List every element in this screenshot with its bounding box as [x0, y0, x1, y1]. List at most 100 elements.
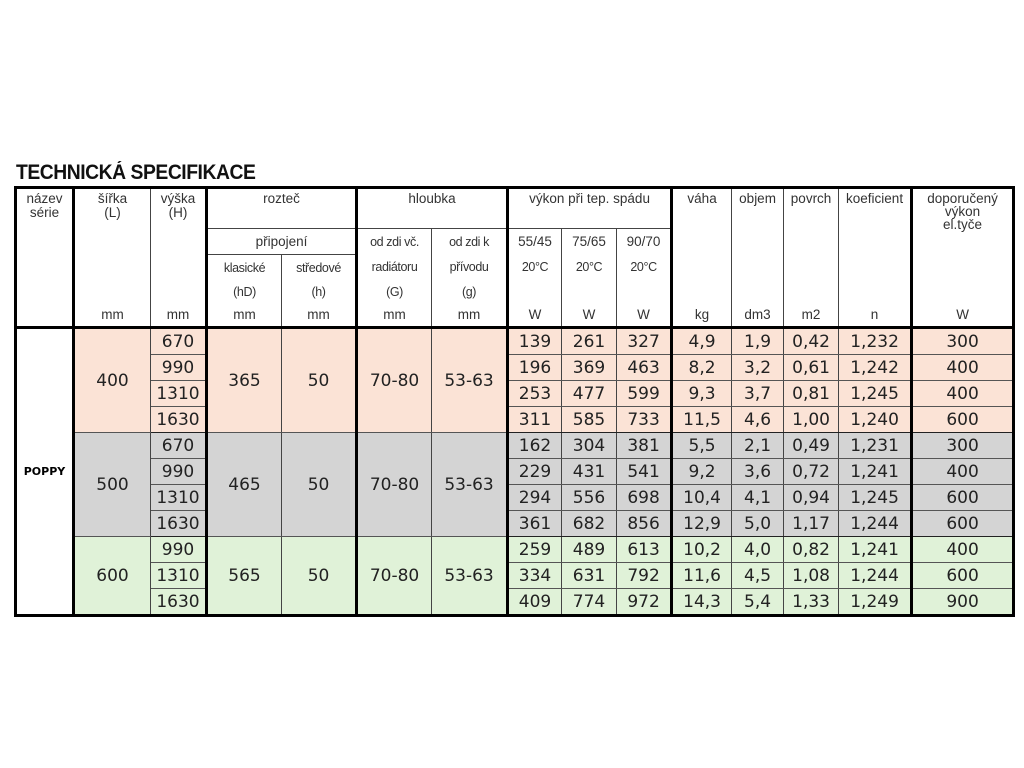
spec-table: název série šířka (L) výška (H) rozteč hlou… — [14, 186, 1016, 617]
volume-cell: 3,2 — [731, 354, 785, 381]
table-row: 600 990 565 50 70-80 53-63 259 489 613 10,2 4,0 0,8… — [16, 536, 1015, 616]
recommended-power-cell: 600 — [910, 484, 1015, 511]
table-row: 1630 409 774 972 14,3 5,4 1,33 1,249 900 — [16, 588, 1015, 616]
header-depth-wall: od zdi vč. — [355, 228, 433, 255]
header-gradient-2: 75/65 — [561, 228, 618, 255]
output-5545-cell: 162 — [506, 432, 563, 459]
recommended-power-cell: 900 — [910, 588, 1015, 616]
header-gradient-1: 55/45 — [506, 228, 563, 255]
header-unit: dm3 — [731, 303, 785, 329]
recommended-power-cell: 400 — [910, 354, 1015, 381]
surface-cell: 1,00 — [783, 406, 840, 433]
recommended-power-cell: 300 — [910, 432, 1015, 459]
output-5545-cell: 361 — [506, 510, 563, 537]
recommended-power-cell: 600 — [910, 562, 1015, 589]
header-unit: W — [561, 303, 618, 329]
header-depth-supply-sym: (g) — [431, 280, 509, 303]
header-empty — [561, 280, 618, 303]
header-unit: mm — [355, 303, 433, 329]
header-volume: objem — [731, 187, 785, 303]
width-cell: 600 — [72, 536, 151, 616]
recommended-power-cell: 300 — [910, 327, 1015, 355]
height-cell: 1310 — [150, 380, 207, 407]
coefficient-cell: 1,245 — [838, 380, 913, 407]
output-5545-cell: 259 — [506, 536, 563, 563]
header-unit: mm — [72, 303, 151, 329]
header-empty — [616, 280, 673, 303]
coefficient-cell: 1,231 — [838, 432, 913, 459]
header-room-temp-1: 20°C — [506, 254, 563, 280]
width-cell: 400 — [72, 327, 151, 433]
output-7565-cell: 556 — [561, 484, 618, 511]
output-7565-cell: 477 — [561, 380, 618, 407]
surface-cell: 1,17 — [783, 510, 840, 537]
coefficient-cell: 1,241 — [838, 458, 913, 485]
surface-cell: 0,72 — [783, 458, 840, 485]
coefficient-cell: 1,232 — [838, 327, 913, 355]
output-7565-cell: 631 — [561, 562, 618, 589]
header-unit: m2 — [783, 303, 840, 329]
width-cell: 500 — [72, 432, 151, 537]
output-9070-cell: 972 — [616, 588, 673, 616]
coefficient-cell: 1,249 — [838, 588, 913, 616]
volume-cell: 4,0 — [731, 536, 785, 563]
output-9070-cell: 463 — [616, 354, 673, 381]
volume-cell: 3,6 — [731, 458, 785, 485]
output-7565-cell: 369 — [561, 354, 618, 381]
header-recommended-line2: výkon — [944, 204, 981, 219]
header-unit: n — [838, 303, 913, 329]
header-recommended-line3: el.tyče — [943, 217, 983, 232]
height-cell: 1310 — [150, 562, 207, 589]
weight-cell: 14,3 — [670, 588, 733, 616]
header-gradient-3: 90/70 — [616, 228, 673, 255]
header-center: středové — [280, 254, 358, 280]
recommended-power-cell: 400 — [910, 458, 1015, 485]
recommended-power-cell: 400 — [910, 380, 1015, 407]
table-row: 1630 361 682 856 12,9 5,0 1,17 1,244 600 — [16, 510, 1015, 537]
weight-cell: 8,2 — [670, 354, 733, 381]
volume-cell: 3,7 — [731, 380, 785, 407]
header-classic: klasické — [205, 254, 282, 280]
output-9070-cell: 733 — [616, 406, 673, 433]
height-cell: 670 — [150, 432, 207, 459]
weight-cell: 10,4 — [670, 484, 733, 511]
coefficient-cell: 1,240 — [838, 406, 913, 433]
depth-supply-cell: 53-63 — [431, 327, 509, 433]
weight-cell: 9,3 — [670, 380, 733, 407]
depth-supply-cell: 53-63 — [431, 432, 509, 537]
header-series-line2: série — [29, 205, 60, 220]
height-cell: 1630 — [150, 406, 207, 433]
coefficient-cell: 1,242 — [838, 354, 913, 381]
height-cell: 1630 — [150, 510, 207, 537]
output-5545-cell: 311 — [506, 406, 563, 433]
header-room-temp-3: 20°C — [616, 254, 673, 280]
header-depth-wall-sym: (G) — [355, 280, 433, 303]
spacing-center-cell: 50 — [280, 327, 358, 433]
output-7565-cell: 431 — [561, 458, 618, 485]
height-cell: 990 — [150, 458, 207, 485]
header-unit: mm — [150, 303, 207, 329]
output-9070-cell: 327 — [616, 327, 673, 355]
header-height: výška (H) — [150, 187, 207, 303]
volume-cell: 2,1 — [731, 432, 785, 459]
table-row: 1310 294 556 698 10,4 4,1 0,94 1,245 600 — [16, 484, 1015, 511]
header-unit: kg — [670, 303, 733, 329]
height-cell: 1310 — [150, 484, 207, 511]
header-connection: připojení — [204, 228, 358, 255]
header-unit: mm — [431, 303, 509, 329]
depth-supply-cell: 53-63 — [431, 536, 509, 616]
weight-cell: 9,2 — [670, 458, 733, 485]
output-9070-cell: 698 — [616, 484, 673, 511]
volume-cell: 4,5 — [731, 562, 785, 589]
weight-cell: 12,9 — [670, 510, 733, 537]
weight-cell: 5,5 — [670, 432, 733, 459]
output-7565-cell: 682 — [561, 510, 618, 537]
output-5545-cell: 196 — [506, 354, 563, 381]
table-row: 990 229 431 541 9,2 3,6 0,72 1,241 400 — [16, 458, 1015, 485]
recommended-power-cell: 400 — [910, 536, 1015, 563]
height-cell: 990 — [150, 536, 207, 563]
output-9070-cell: 613 — [616, 536, 673, 563]
coefficient-cell: 1,244 — [838, 562, 913, 589]
height-cell: 990 — [150, 354, 207, 381]
volume-cell: 5,4 — [731, 588, 785, 616]
